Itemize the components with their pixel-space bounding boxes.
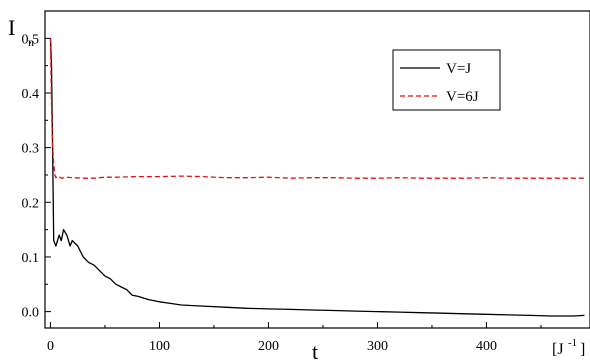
y-axis-label: I (8, 15, 15, 40)
legend-label-series-2: V=6J (446, 89, 479, 105)
y-axis-label-subscript: n (28, 35, 34, 49)
x-axis-label: t (312, 339, 318, 362)
legend-box (392, 49, 501, 111)
x-tick-label: 300 (367, 339, 388, 354)
x-tick-label: 0 (47, 339, 54, 354)
legend: V=J V=6J (392, 49, 501, 111)
x-tick-label: 100 (149, 339, 170, 354)
y-tick-label: 0.4 (22, 87, 40, 102)
y-tick-label: 0.5 (22, 32, 40, 47)
x-axis-unit-superscript: -1 (568, 337, 577, 349)
legend-label-series-1: V=J (446, 61, 471, 77)
series-layer (49, 38, 585, 317)
series-line-1 (49, 38, 585, 317)
series-line-2 (49, 38, 585, 179)
y-tick-label: 0.0 (22, 306, 40, 321)
y-tick-label: 0.2 (22, 196, 40, 211)
plot-frame (44, 10, 590, 329)
x-axis-unit-close: ] (580, 341, 585, 358)
x-tick-label: 200 (258, 339, 279, 354)
y-tick-label: 0.1 (22, 251, 40, 266)
y-tick-label: 0.3 (22, 142, 40, 157)
x-axis-unit: [J (552, 341, 564, 358)
axis-ticks: 0 100 200 300 400 0.0 0.1 0.2 0.3 0.4 0.5 (22, 32, 542, 354)
x-tick-label: 400 (476, 339, 497, 354)
